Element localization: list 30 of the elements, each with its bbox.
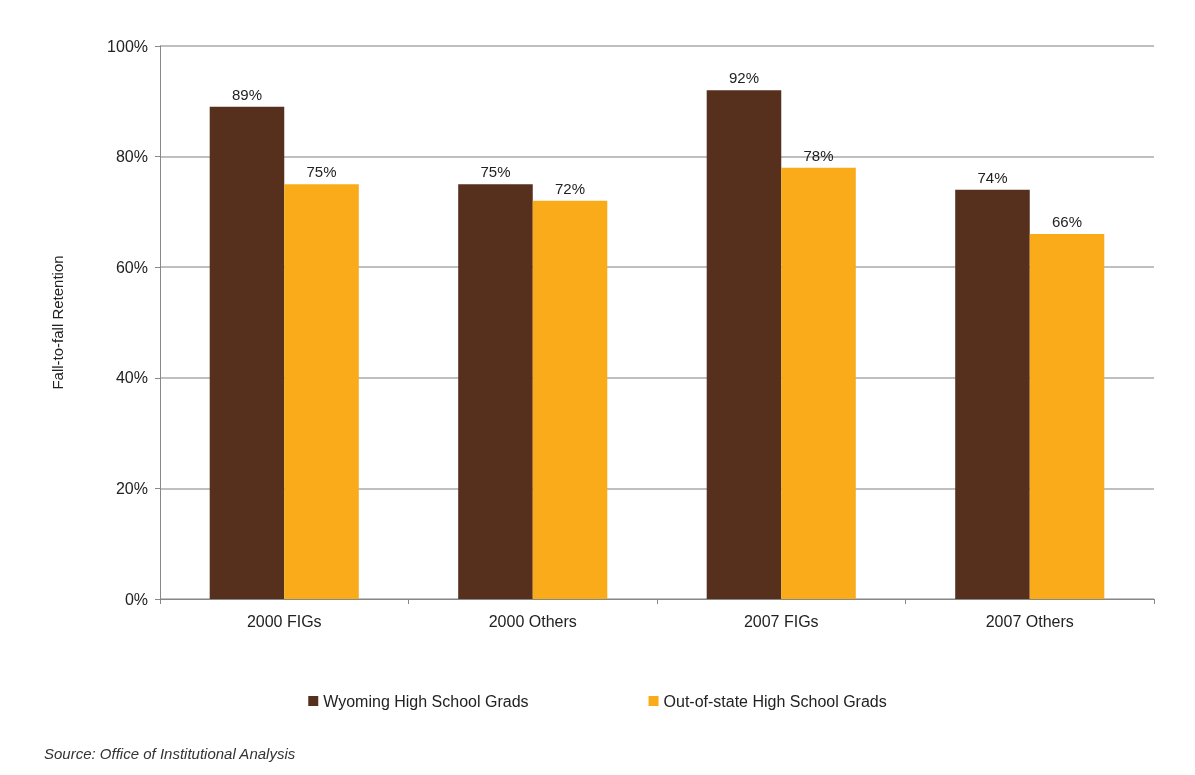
- bar: [532, 200, 608, 599]
- bar: [284, 184, 359, 599]
- data-label: 75%: [306, 163, 337, 181]
- legend-label: Wyoming High School Grads: [323, 692, 529, 710]
- y-tick-label: 100%: [107, 37, 148, 55]
- x-tick-label: 2000 FIGs: [246, 612, 322, 630]
- bar: [458, 184, 533, 599]
- y-axis-title: Fall-to-fall Retention: [49, 255, 66, 390]
- data-label: 92%: [728, 69, 759, 87]
- bar: [209, 106, 285, 599]
- data-label: 78%: [803, 146, 834, 164]
- bar: [706, 90, 782, 599]
- y-tick-label: 60%: [115, 258, 148, 276]
- y-tick-label: 40%: [115, 369, 148, 387]
- data-label: 72%: [555, 179, 586, 197]
- y-tick-label: 20%: [115, 479, 148, 497]
- y-tick-label: 80%: [115, 148, 148, 166]
- data-label: 75%: [480, 163, 511, 181]
- legend-label: Out-of-state High School Grads: [663, 692, 887, 710]
- source-note: Source: Office of Institutional Analysis: [44, 745, 296, 762]
- bar: [1029, 234, 1105, 599]
- data-label: 89%: [231, 85, 262, 103]
- data-label: 66%: [1052, 213, 1083, 231]
- bar: [781, 167, 856, 599]
- x-tick-label: 2000 Others: [488, 612, 577, 630]
- data-label: 74%: [977, 168, 1008, 186]
- bar: [955, 189, 1030, 599]
- y-tick-label: 0%: [124, 590, 148, 608]
- x-tick-label: 2007 FIGs: [743, 612, 819, 630]
- x-tick-label: 2007 Others: [985, 612, 1074, 630]
